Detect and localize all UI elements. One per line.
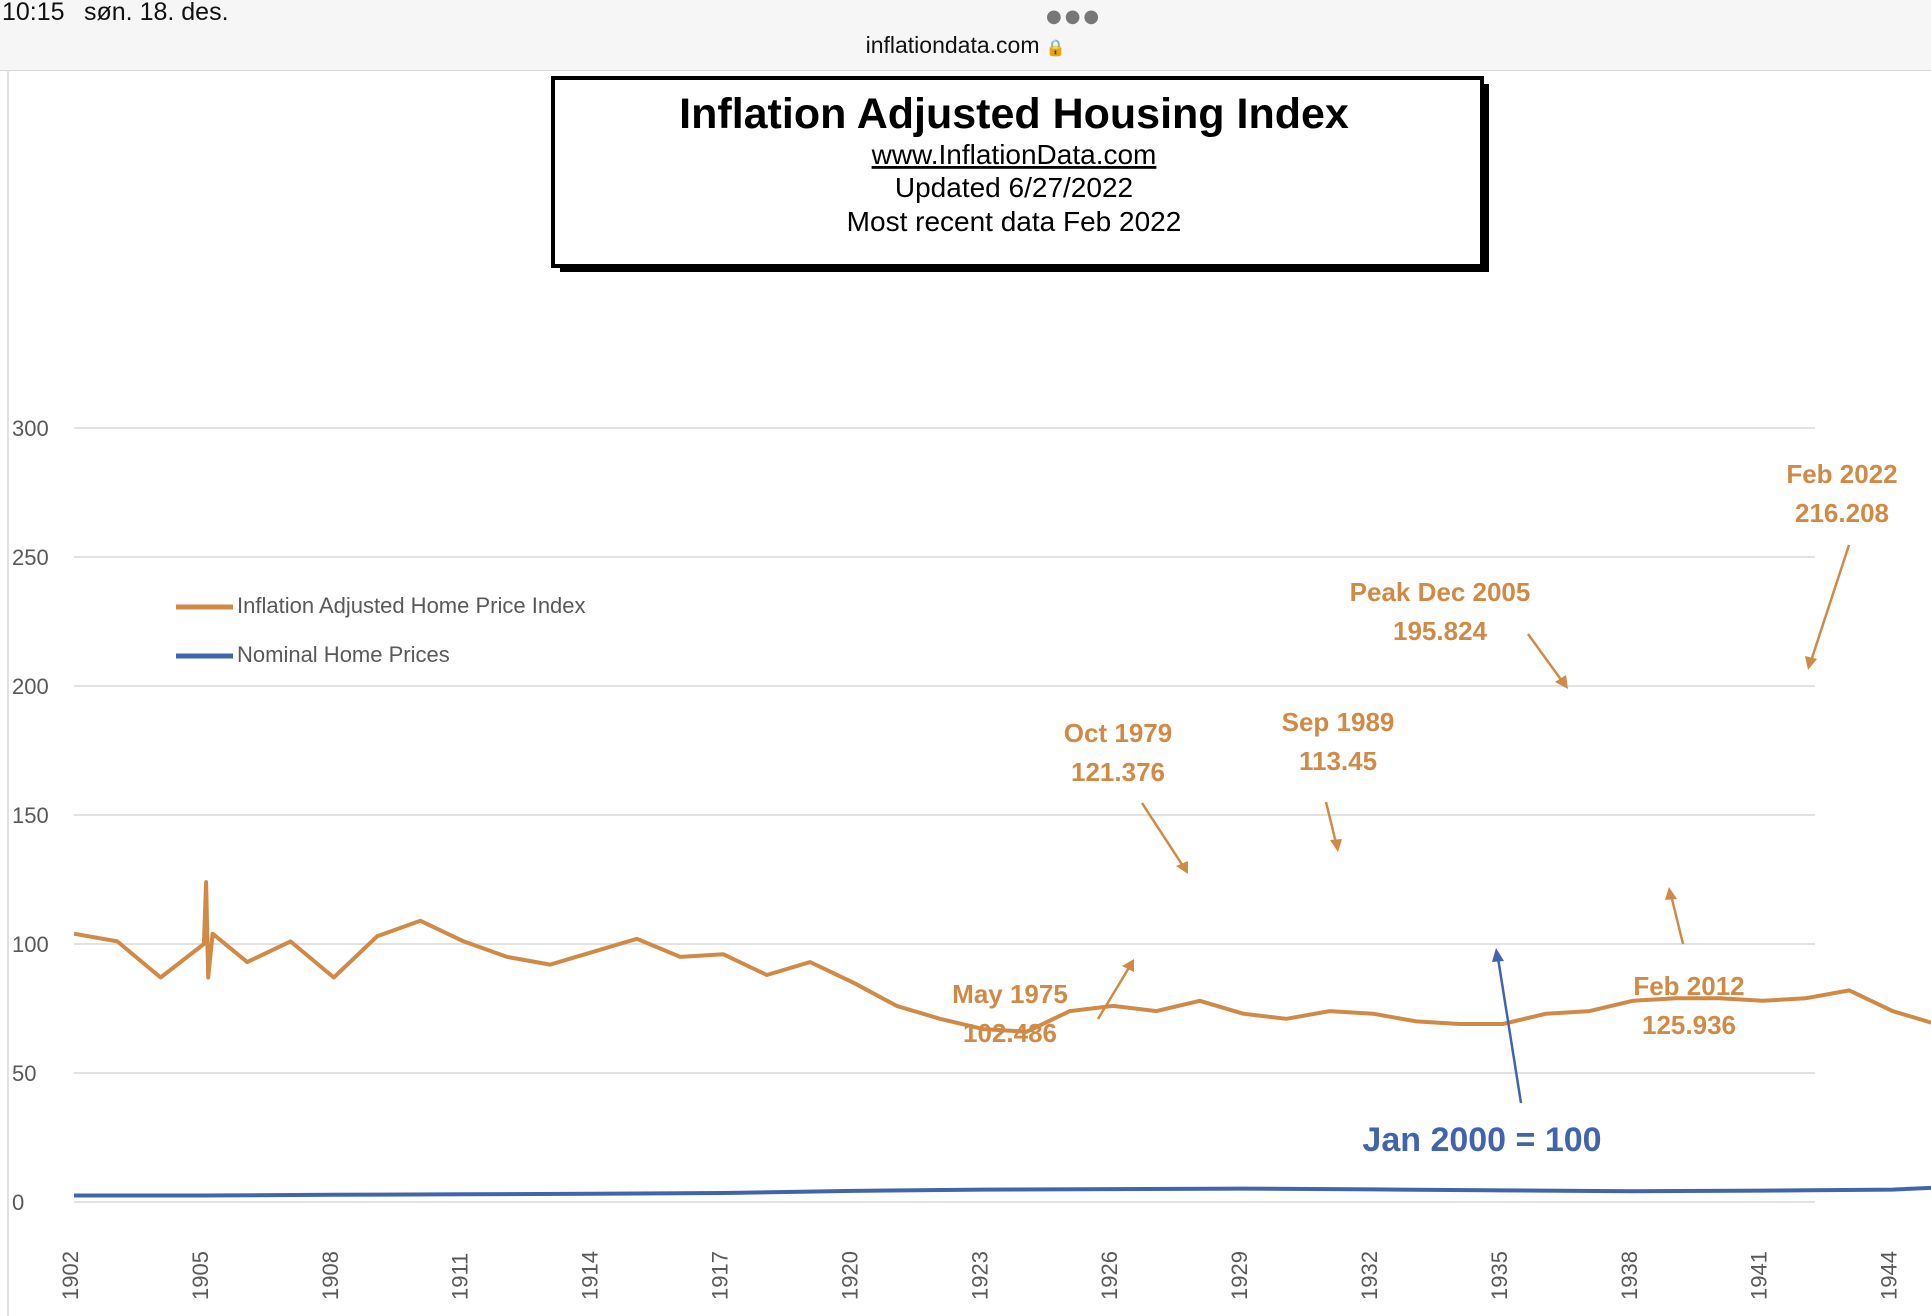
- x-tick-label: 1926: [1097, 1251, 1122, 1300]
- arrow-sep-1989: [1324, 801, 1338, 844]
- x-tick-label: 1902: [58, 1251, 83, 1300]
- x-tick-label: 1941: [1747, 1251, 1772, 1300]
- x-tick-label: 1938: [1617, 1251, 1642, 1300]
- arrow-head-oct-1979: [1176, 861, 1188, 874]
- arrow-jan-2000: [1496, 957, 1523, 1104]
- arrow-head-peak-2005: [1555, 675, 1568, 689]
- x-axis: 1902 1905 1908 1911 1914 1917 1920 1923 1926 1929…: [58, 1251, 1902, 1300]
- x-tick-label: 1917: [708, 1251, 733, 1300]
- arrow-head-jan-2000: [1492, 948, 1504, 962]
- x-tick-label: 1923: [967, 1251, 992, 1300]
- arrow-head-sep-1989: [1330, 839, 1342, 852]
- arrow-head-feb-2012: [1665, 887, 1677, 900]
- x-tick-label: 1914: [578, 1251, 603, 1300]
- title-updated: Updated 6/27/2022: [895, 172, 1133, 203]
- x-tick-label: 1944: [1877, 1251, 1902, 1300]
- left-edge-divider: [7, 70, 9, 1316]
- title-recent-data: Most recent data Feb 2022: [847, 206, 1182, 237]
- y-tick-label: 300: [12, 416, 49, 441]
- y-tick-label: 50: [12, 1061, 36, 1086]
- chart-title-box: Inflation Adjusted Housing Index www.Inf…: [551, 76, 1489, 272]
- annotation-feb-2012-value: 125.936: [1642, 1010, 1736, 1040]
- arrow-feb-2012: [1669, 894, 1685, 945]
- x-tick-label: 1911: [448, 1253, 473, 1300]
- x-tick-label: 1908: [318, 1251, 343, 1300]
- arrow-head-may-1975: [1122, 959, 1134, 972]
- url-text[interactable]: inflationdata.com: [865, 32, 1040, 58]
- series-line-adjusted: [73, 880, 1931, 1034]
- annotation-oct-1979-value: 121.376: [1071, 757, 1165, 787]
- grid: [74, 427, 1815, 1203]
- x-tick-label: 1935: [1487, 1251, 1512, 1300]
- legend: Inflation Adjusted Home Price Index Nomi…: [176, 593, 586, 667]
- annotation-feb-2022-label: Feb 2022: [1786, 459, 1897, 489]
- more-dots-icon[interactable]: ●●●: [1046, 6, 1103, 27]
- status-time: 10:15: [2, 0, 65, 26]
- legend-label-adjusted: Inflation Adjusted Home Price Index: [237, 593, 586, 618]
- x-tick-label: 1929: [1227, 1251, 1252, 1300]
- annotation-may-1975-value: 102.486: [963, 1018, 1057, 1048]
- y-tick-label: 250: [12, 545, 49, 570]
- series: [73, 880, 1931, 1198]
- annotation-peak-2005-value: 195.824: [1393, 616, 1488, 646]
- status-bar: 10:15 søn. 18. des. ●●● inflationdata.co…: [0, 0, 1931, 71]
- title-url[interactable]: www.InflationData.com: [871, 139, 1157, 170]
- arrow-may-1975: [1096, 965, 1132, 1020]
- y-tick-label: 200: [12, 674, 49, 699]
- series-line-nominal: [74, 1185, 1931, 1198]
- annotation-jan-2000-baseline: Jan 2000 = 100: [1362, 1121, 1601, 1159]
- annotation-feb-2022-value: 216.208: [1795, 498, 1889, 528]
- arrow-peak-2005: [1526, 633, 1564, 682]
- y-tick-label: 150: [12, 803, 49, 828]
- title-box-frame: [551, 76, 1484, 268]
- arrow-head-feb-2022: [1805, 656, 1817, 670]
- y-tick-label: 0: [12, 1190, 24, 1215]
- x-tick-label: 1932: [1357, 1251, 1382, 1300]
- address-bar[interactable]: inflationdata.com 🔒: [0, 32, 1931, 59]
- annotation-feb-2012-label: Feb 2012: [1633, 971, 1744, 1001]
- annotation-oct-1979-label: Oct 1979: [1064, 718, 1172, 748]
- lock-icon: 🔒: [1045, 38, 1066, 57]
- annotation-may-1975-label: May 1975: [952, 979, 1068, 1009]
- arrow-feb-2022: [1809, 544, 1851, 662]
- annotation-sep-1989-value: 113.45: [1299, 746, 1377, 776]
- x-tick-label: 1905: [188, 1251, 213, 1300]
- status-date: søn. 18. des.: [84, 0, 229, 26]
- y-axis: 0 50 100 150 200 250 300: [12, 416, 49, 1215]
- legend-label-nominal: Nominal Home Prices: [237, 642, 450, 667]
- chart-title: Inflation Adjusted Housing Index: [679, 90, 1349, 138]
- annotation-peak-2005-label: Peak Dec 2005: [1350, 577, 1531, 607]
- y-tick-label: 100: [12, 932, 49, 957]
- annotations: May 1975 102.486 Oct 1979 121.376 Sep 19…: [952, 459, 1897, 1159]
- arrow-oct-1979: [1140, 802, 1185, 867]
- annotation-sep-1989-label: Sep 1989: [1282, 707, 1395, 737]
- x-tick-label: 1920: [837, 1251, 862, 1300]
